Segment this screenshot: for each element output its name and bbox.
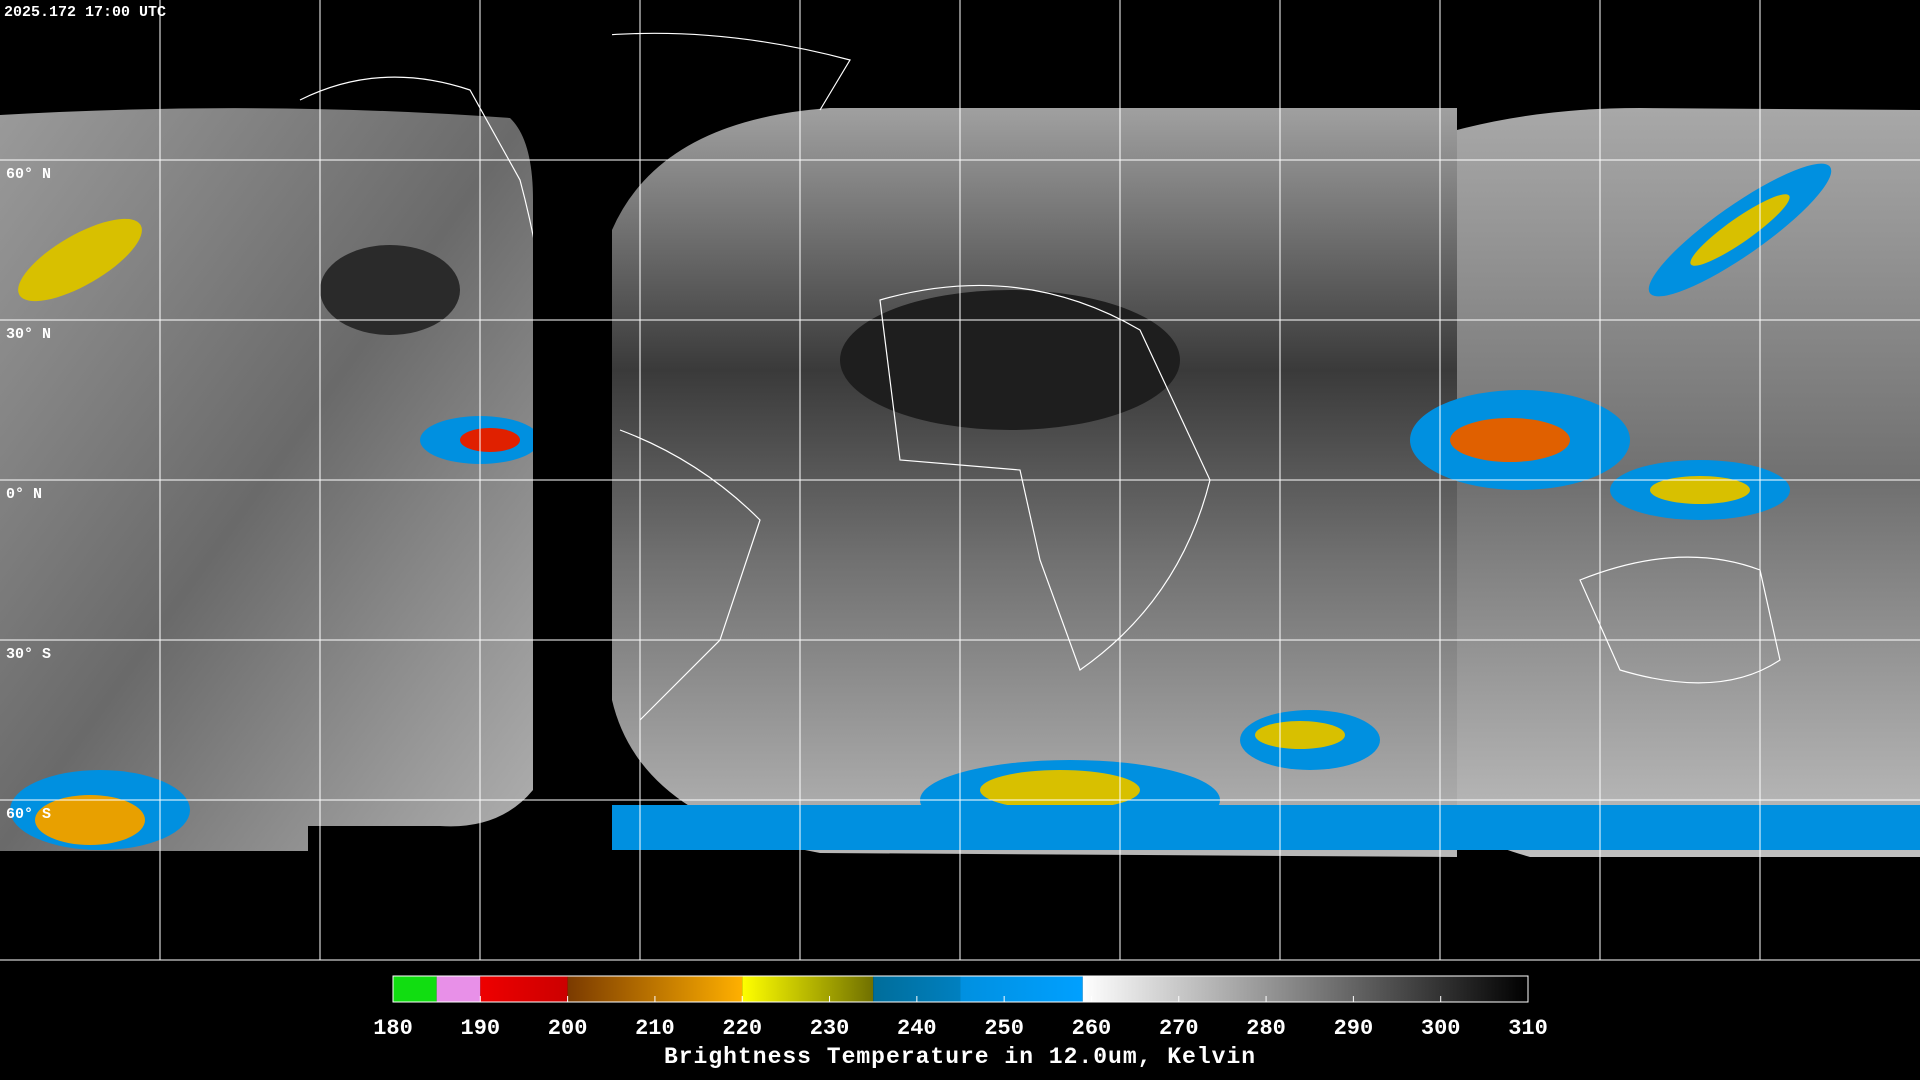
- cloud-band: [1450, 418, 1570, 462]
- cloud-band: [1255, 721, 1345, 749]
- dark-region: [320, 245, 460, 335]
- colorbar-segment: [1082, 976, 1528, 1002]
- latitude-label: 60° N: [6, 166, 51, 183]
- cloud-band: [1650, 476, 1750, 504]
- latitude-label: 0° N: [6, 486, 42, 503]
- timestamp: 2025.172 17:00 UTC: [4, 4, 166, 21]
- cloud-band: [35, 795, 145, 845]
- cloud-band: [460, 428, 520, 452]
- cloud-band: [18, 218, 142, 302]
- colorbar: 180 190 200 210 220 230 240 250 260 270 280 290 300 3…: [373, 975, 1548, 1041]
- latitude-label: 30° N: [6, 326, 51, 343]
- colorbar-tick-label: 180: [373, 1016, 413, 1041]
- colorbar-tick-label: 190: [461, 1016, 501, 1041]
- colorbar-tick-label: 210: [635, 1016, 675, 1041]
- dark-region: [840, 290, 1180, 430]
- colorbar-title: Brightness Temperature in 12.0um, Kelvin: [664, 1044, 1256, 1070]
- coastline: [1579, 556, 1781, 684]
- colorbar-segment: [742, 976, 874, 1002]
- colorbar-tick-label: 230: [810, 1016, 850, 1041]
- colorbar-tick-label: 310: [1508, 1016, 1548, 1041]
- imagery-center: [612, 108, 1457, 857]
- colorbar-tick-label: 290: [1334, 1016, 1374, 1041]
- latitude-label: 60° S: [6, 806, 51, 823]
- colorbar-segment: [393, 976, 437, 1002]
- colorbar-tick-label: 250: [984, 1016, 1024, 1041]
- colorbar-segment: [960, 976, 1083, 1002]
- cloud-band: [612, 805, 1920, 850]
- colorbar-tick-label: 200: [548, 1016, 588, 1041]
- colorbar-segment: [480, 976, 568, 1002]
- colorbar-frame: [392, 975, 1529, 1003]
- cloud-band: [980, 770, 1140, 810]
- colorbar-segment: [436, 976, 481, 1002]
- coastline: [619, 429, 761, 721]
- colorbar-tick-label: 280: [1246, 1016, 1286, 1041]
- graticule: 60° N 30° N 0° N 30° S 60° S: [0, 0, 1920, 960]
- colorbar-tick-label: 300: [1421, 1016, 1461, 1041]
- colorbar-tick-label: 240: [897, 1016, 937, 1041]
- colorbar-tick-label: 270: [1159, 1016, 1199, 1041]
- cloud-band: [1690, 194, 1790, 266]
- latitude-label: 30° S: [6, 646, 51, 663]
- colorbar-tick-label: 220: [722, 1016, 762, 1041]
- colorbar-tick-label: 260: [1072, 1016, 1112, 1041]
